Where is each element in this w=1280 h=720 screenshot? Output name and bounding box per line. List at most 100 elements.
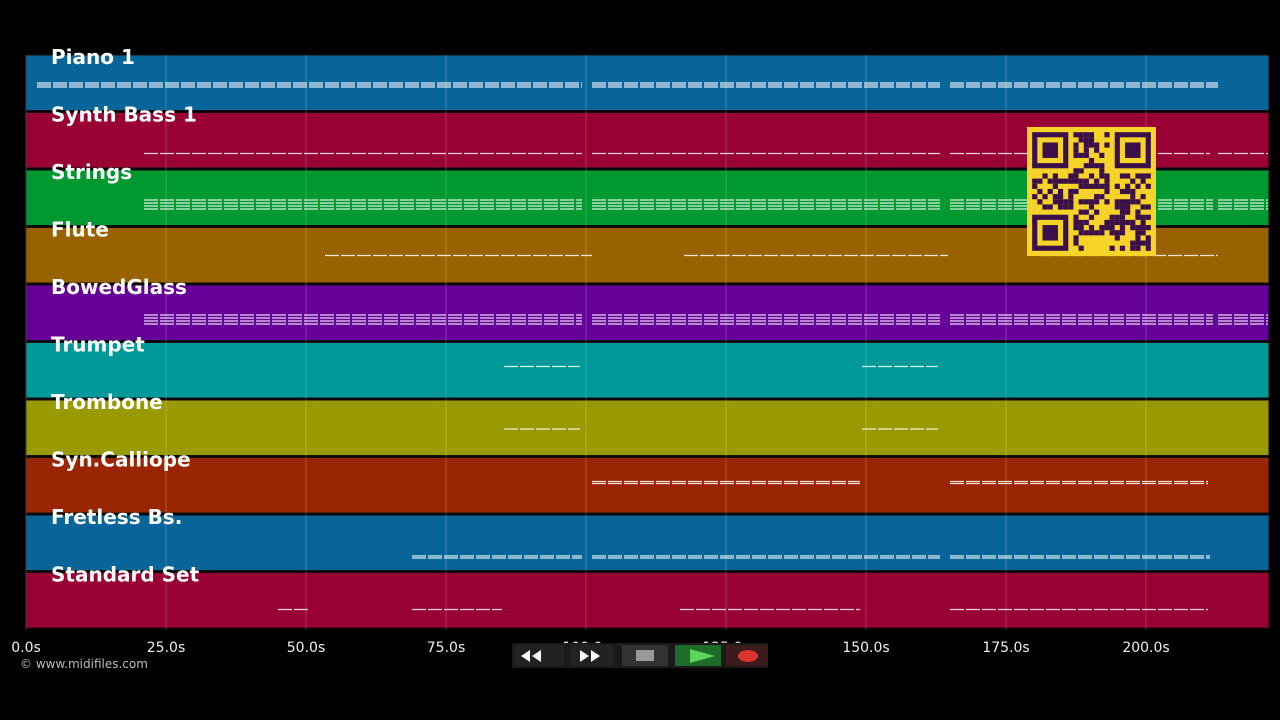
- qr-module: [1063, 199, 1069, 205]
- time-tick-label: 200.0s: [1122, 640, 1169, 656]
- qr-module: [1083, 199, 1089, 205]
- qr-module: [1099, 194, 1105, 200]
- rewind-button[interactable]: [514, 645, 564, 666]
- qr-module: [1037, 199, 1043, 205]
- qr-finder: [1114, 132, 1151, 169]
- track-name: Standard Set: [51, 563, 200, 587]
- qr-module: [1052, 194, 1058, 200]
- qr-module: [1073, 235, 1079, 241]
- rewind-icon[interactable]: [521, 650, 541, 662]
- record-button[interactable]: [726, 645, 768, 666]
- record-icon[interactable]: [738, 650, 758, 662]
- qr-module: [1135, 245, 1141, 251]
- qr-module: [1099, 230, 1105, 236]
- track-name: Synth Bass 1: [51, 103, 197, 127]
- qr-module: [1099, 163, 1105, 169]
- qr-module: [1073, 219, 1079, 226]
- qr-module: [1145, 214, 1151, 220]
- qr-module: [1078, 168, 1084, 174]
- qr-module: [1083, 163, 1089, 169]
- qr-module: [1094, 230, 1100, 236]
- qr-module: [1125, 183, 1131, 189]
- qr-module: [1119, 199, 1126, 205]
- qr-module: [1099, 183, 1105, 189]
- qr-module: [1104, 188, 1110, 195]
- qr-module: [1094, 199, 1100, 205]
- qr-module: [1037, 178, 1043, 184]
- qr-module: [1140, 225, 1146, 231]
- qr-module: [1068, 188, 1074, 195]
- track-name: Flute: [51, 218, 109, 242]
- qr-module: [1130, 188, 1136, 195]
- qr-module: [1109, 219, 1115, 226]
- qr-module: [1078, 132, 1084, 138]
- time-tick-label: 75.0s: [427, 640, 465, 656]
- qr-module: [1119, 219, 1126, 226]
- qr-module: [1078, 225, 1084, 231]
- qr-module: [1063, 204, 1069, 210]
- qr-module: [1073, 178, 1079, 184]
- qr-module: [1130, 225, 1136, 231]
- qr-module: [1104, 225, 1110, 231]
- qr-module: [1073, 240, 1079, 246]
- qr-module: [1145, 225, 1151, 231]
- qr-module: [1088, 204, 1095, 210]
- time-tick-label: 25.0s: [147, 640, 185, 656]
- qr-module: [1104, 173, 1110, 179]
- qr-module: [1057, 194, 1064, 200]
- qr-module: [1088, 183, 1095, 189]
- qr-module: [1135, 173, 1141, 179]
- qr-module: [1125, 204, 1131, 210]
- forward-button[interactable]: [570, 645, 614, 666]
- qr-module: [1135, 214, 1141, 220]
- qr-module: [1088, 199, 1095, 205]
- track-name: Fretless Bs.: [51, 505, 182, 529]
- qr-module: [1073, 132, 1079, 138]
- qr-module: [1140, 194, 1146, 200]
- qr-module: [1052, 183, 1058, 189]
- qr-module: [1042, 204, 1048, 210]
- stop-icon[interactable]: [636, 650, 654, 661]
- qr-module: [1145, 245, 1151, 251]
- track-name: Piano 1: [51, 45, 135, 69]
- qr-module: [1135, 235, 1141, 241]
- qr-module: [1073, 142, 1079, 148]
- qr-module: [1140, 219, 1146, 226]
- stop-button[interactable]: [622, 645, 668, 666]
- track-name: Syn.Calliope: [51, 448, 191, 472]
- qr-module: [1125, 173, 1131, 179]
- track-labels: Piano 1 Synth Bass 1 Strings Flute BowedGlas…: [51, 45, 200, 587]
- qr-module: [1083, 132, 1089, 138]
- qr-module: [1140, 240, 1146, 246]
- qr-module: [1135, 183, 1141, 189]
- qr-module: [1094, 178, 1100, 184]
- qr-module: [1125, 209, 1131, 215]
- qr-module: [1063, 178, 1069, 184]
- qr-module: [1125, 219, 1131, 226]
- play-button[interactable]: [675, 645, 721, 666]
- copyright: © www.midifiles.com: [20, 657, 148, 671]
- play-icon[interactable]: [690, 649, 715, 663]
- qr-module: [1140, 214, 1146, 220]
- qr-module: [1114, 199, 1120, 205]
- track-lane: [25, 399, 1270, 456]
- track-name: Trombone: [51, 390, 163, 414]
- qr-module: [1099, 173, 1105, 179]
- qr-module: [1094, 183, 1100, 189]
- qr-module: [1083, 183, 1089, 189]
- forward-icon[interactable]: [580, 650, 600, 662]
- qr-module: [1130, 194, 1136, 200]
- qr-module: [1057, 188, 1064, 195]
- qr-module: [1119, 214, 1126, 220]
- qr-module: [1088, 173, 1095, 179]
- qr-module: [1145, 204, 1151, 210]
- qr-module: [1099, 152, 1105, 158]
- track-lane: [25, 284, 1270, 341]
- qr-module: [1078, 199, 1084, 205]
- qr-module: [1125, 188, 1131, 195]
- qr-module: [1068, 194, 1074, 200]
- qr-module: [1088, 142, 1095, 148]
- qr-module: [1078, 183, 1084, 189]
- time-tick-label: 50.0s: [287, 640, 325, 656]
